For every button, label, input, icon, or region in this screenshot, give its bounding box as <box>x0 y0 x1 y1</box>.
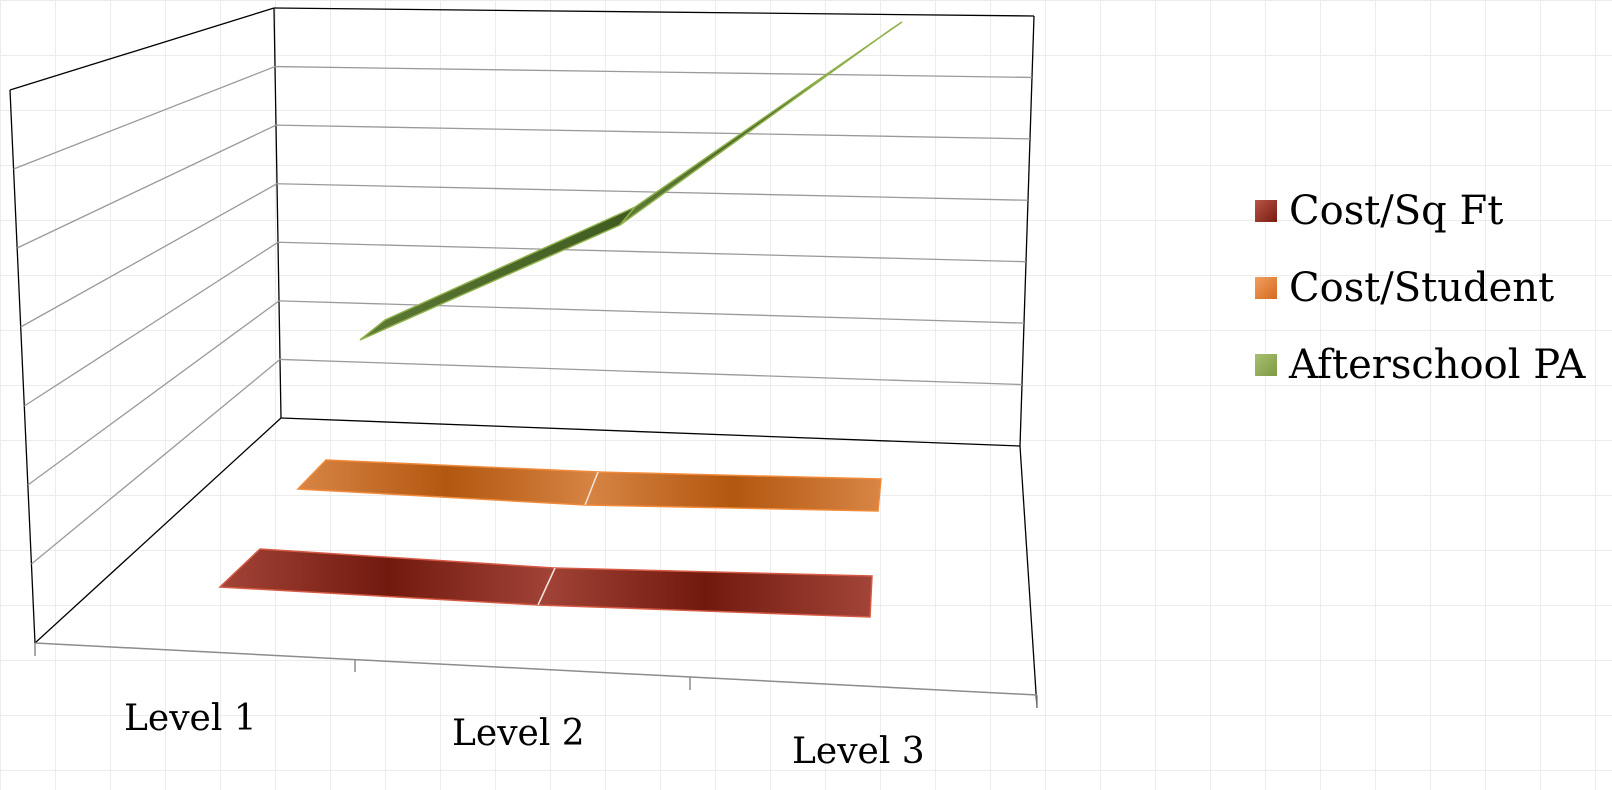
side-wall-gridline <box>16 124 277 249</box>
ribbon-divider <box>584 471 599 506</box>
legend-label-cost-sq-ft: Cost/Sq Ft <box>1289 187 1504 234</box>
ribbon-segment <box>536 567 873 618</box>
series-layer <box>218 21 903 618</box>
legend-label-afterschool-pa: Afterschool PA <box>1289 341 1586 388</box>
floor-front-edge <box>34 642 1038 708</box>
ribbon-segment <box>619 21 903 226</box>
back-wall-top-edge <box>273 7 1035 17</box>
side-wall-gridline <box>31 358 281 565</box>
side-wall-gridline <box>20 183 278 328</box>
side-wall-bottom-edge <box>34 417 282 644</box>
side-wall-left-edge <box>9 89 36 644</box>
back-wall-gridline <box>275 124 1031 140</box>
legend-swatch-afterschool-pa <box>1255 353 1277 376</box>
legend: Cost/Sq Ft Cost/Student Afterschool PA <box>1255 172 1585 403</box>
gridlines <box>13 65 1033 565</box>
side-wall-gridline <box>27 300 280 486</box>
ribbon-segment <box>218 548 557 606</box>
floor-right-edge <box>1019 445 1038 709</box>
back-wall-bottom-edge <box>280 417 1021 447</box>
legend-label-cost-student: Cost/Student <box>1289 264 1555 311</box>
category-label-level-1: Level 1 <box>124 698 257 739</box>
back-wall-gridline <box>274 65 1033 79</box>
back-wall-gridline <box>277 241 1027 263</box>
side-wall-gridline <box>23 241 279 407</box>
category-label-level-2: Level 2 <box>452 713 585 754</box>
series-cost-sq-ft <box>218 548 873 618</box>
chart-walls <box>9 7 1038 709</box>
back-wall-gridline <box>279 358 1023 386</box>
ribbon-segment <box>583 471 882 512</box>
category-label-level-3: Level 3 <box>792 731 925 772</box>
series-afterschool-pa <box>359 21 903 341</box>
category-axis: Level 1 Level 2 Level 3 <box>124 698 925 772</box>
legend-item-afterschool-pa: Afterschool PA <box>1255 326 1585 403</box>
side-wall-gridline <box>13 65 276 170</box>
ribbon-segment <box>296 459 600 506</box>
back-wall-gridline <box>278 300 1025 324</box>
legend-item-cost-student: Cost/Student <box>1255 249 1585 326</box>
legend-item-cost-sq-ft: Cost/Sq Ft <box>1255 172 1585 249</box>
legend-swatch-cost-sq-ft <box>1255 199 1277 222</box>
ribbon-divider <box>537 567 556 606</box>
side-wall-top-edge <box>9 7 275 91</box>
back-wall-gridline <box>276 183 1029 201</box>
series-cost-student <box>296 459 882 512</box>
back-wall-right-edge <box>1019 15 1035 447</box>
back-wall-left-edge <box>273 7 282 419</box>
ribbon-segment <box>359 206 636 341</box>
legend-swatch-cost-student <box>1255 276 1277 299</box>
